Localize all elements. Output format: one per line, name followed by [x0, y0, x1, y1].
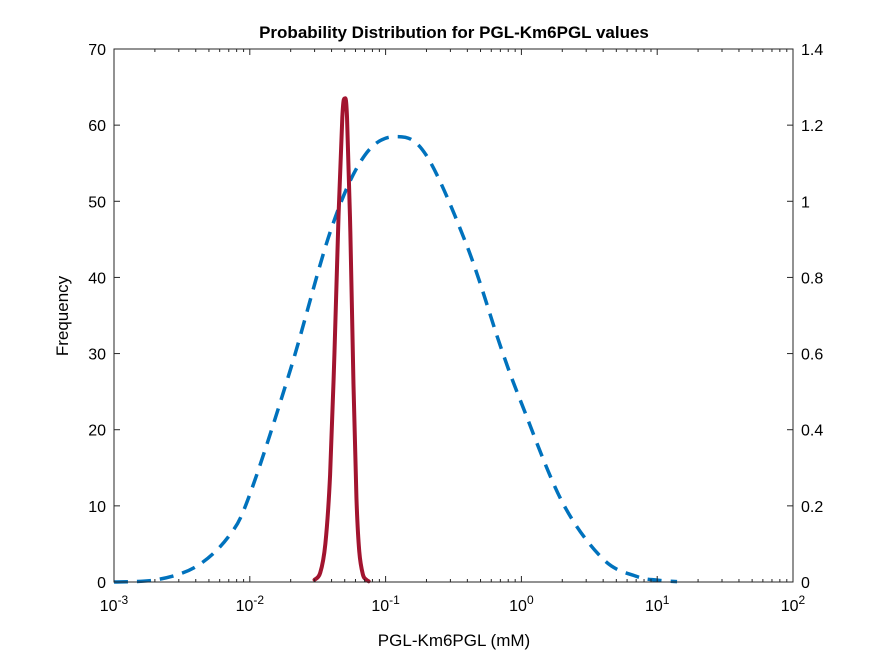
x-tick-label: 101	[645, 593, 670, 615]
series-layer	[113, 96, 678, 584]
y-left-tick-label: 20	[88, 423, 106, 440]
dashed-series-line	[113, 134, 678, 584]
y-axis-label-left: Frequency	[53, 275, 72, 356]
y-right-tick-label: 0.8	[801, 270, 823, 287]
y-left-tick-label: 10	[88, 499, 106, 516]
y-right-tick-label: 0.6	[801, 347, 823, 364]
y-right-tick-label: 1.4	[801, 42, 823, 59]
y-axis-right: 0 0.2 0.4 0.6 0.8 1 1.2 1.4	[787, 42, 823, 592]
chart-title: Probability Distribution for PGL-Km6PGL …	[259, 23, 649, 42]
y-right-tick-label: 0.4	[801, 423, 823, 440]
y-left-tick-label: 60	[88, 118, 106, 135]
y-left-tick-label: 0	[97, 575, 106, 592]
y-left-tick-label: 50	[88, 194, 106, 211]
y-left-tick-label: 70	[88, 42, 106, 59]
x-tick-label: 100	[509, 593, 534, 615]
x-axis-label: PGL-Km6PGL (mM)	[378, 631, 530, 650]
solid-series-line	[312, 96, 371, 584]
y-right-tick-label: 1.2	[801, 118, 823, 135]
x-axis: 10-3 10-2 10-1 100 101 102	[100, 49, 806, 615]
y-left-tick-label: 30	[88, 347, 106, 364]
plot-area	[114, 49, 793, 582]
y-right-tick-label: 0	[801, 575, 810, 592]
y-left-tick-label: 40	[88, 270, 106, 287]
y-axis-left: 0 10 20 30 40 50 60 70	[88, 42, 120, 592]
x-tick-label: 10-1	[371, 593, 400, 615]
x-tick-label: 102	[781, 593, 806, 615]
x-tick-label: 10-2	[236, 593, 265, 615]
x-tick-label: 10-3	[100, 593, 129, 615]
y-right-tick-label: 0.2	[801, 499, 823, 516]
y-right-tick-label: 1	[801, 194, 810, 211]
plot-frame	[113, 48, 794, 583]
